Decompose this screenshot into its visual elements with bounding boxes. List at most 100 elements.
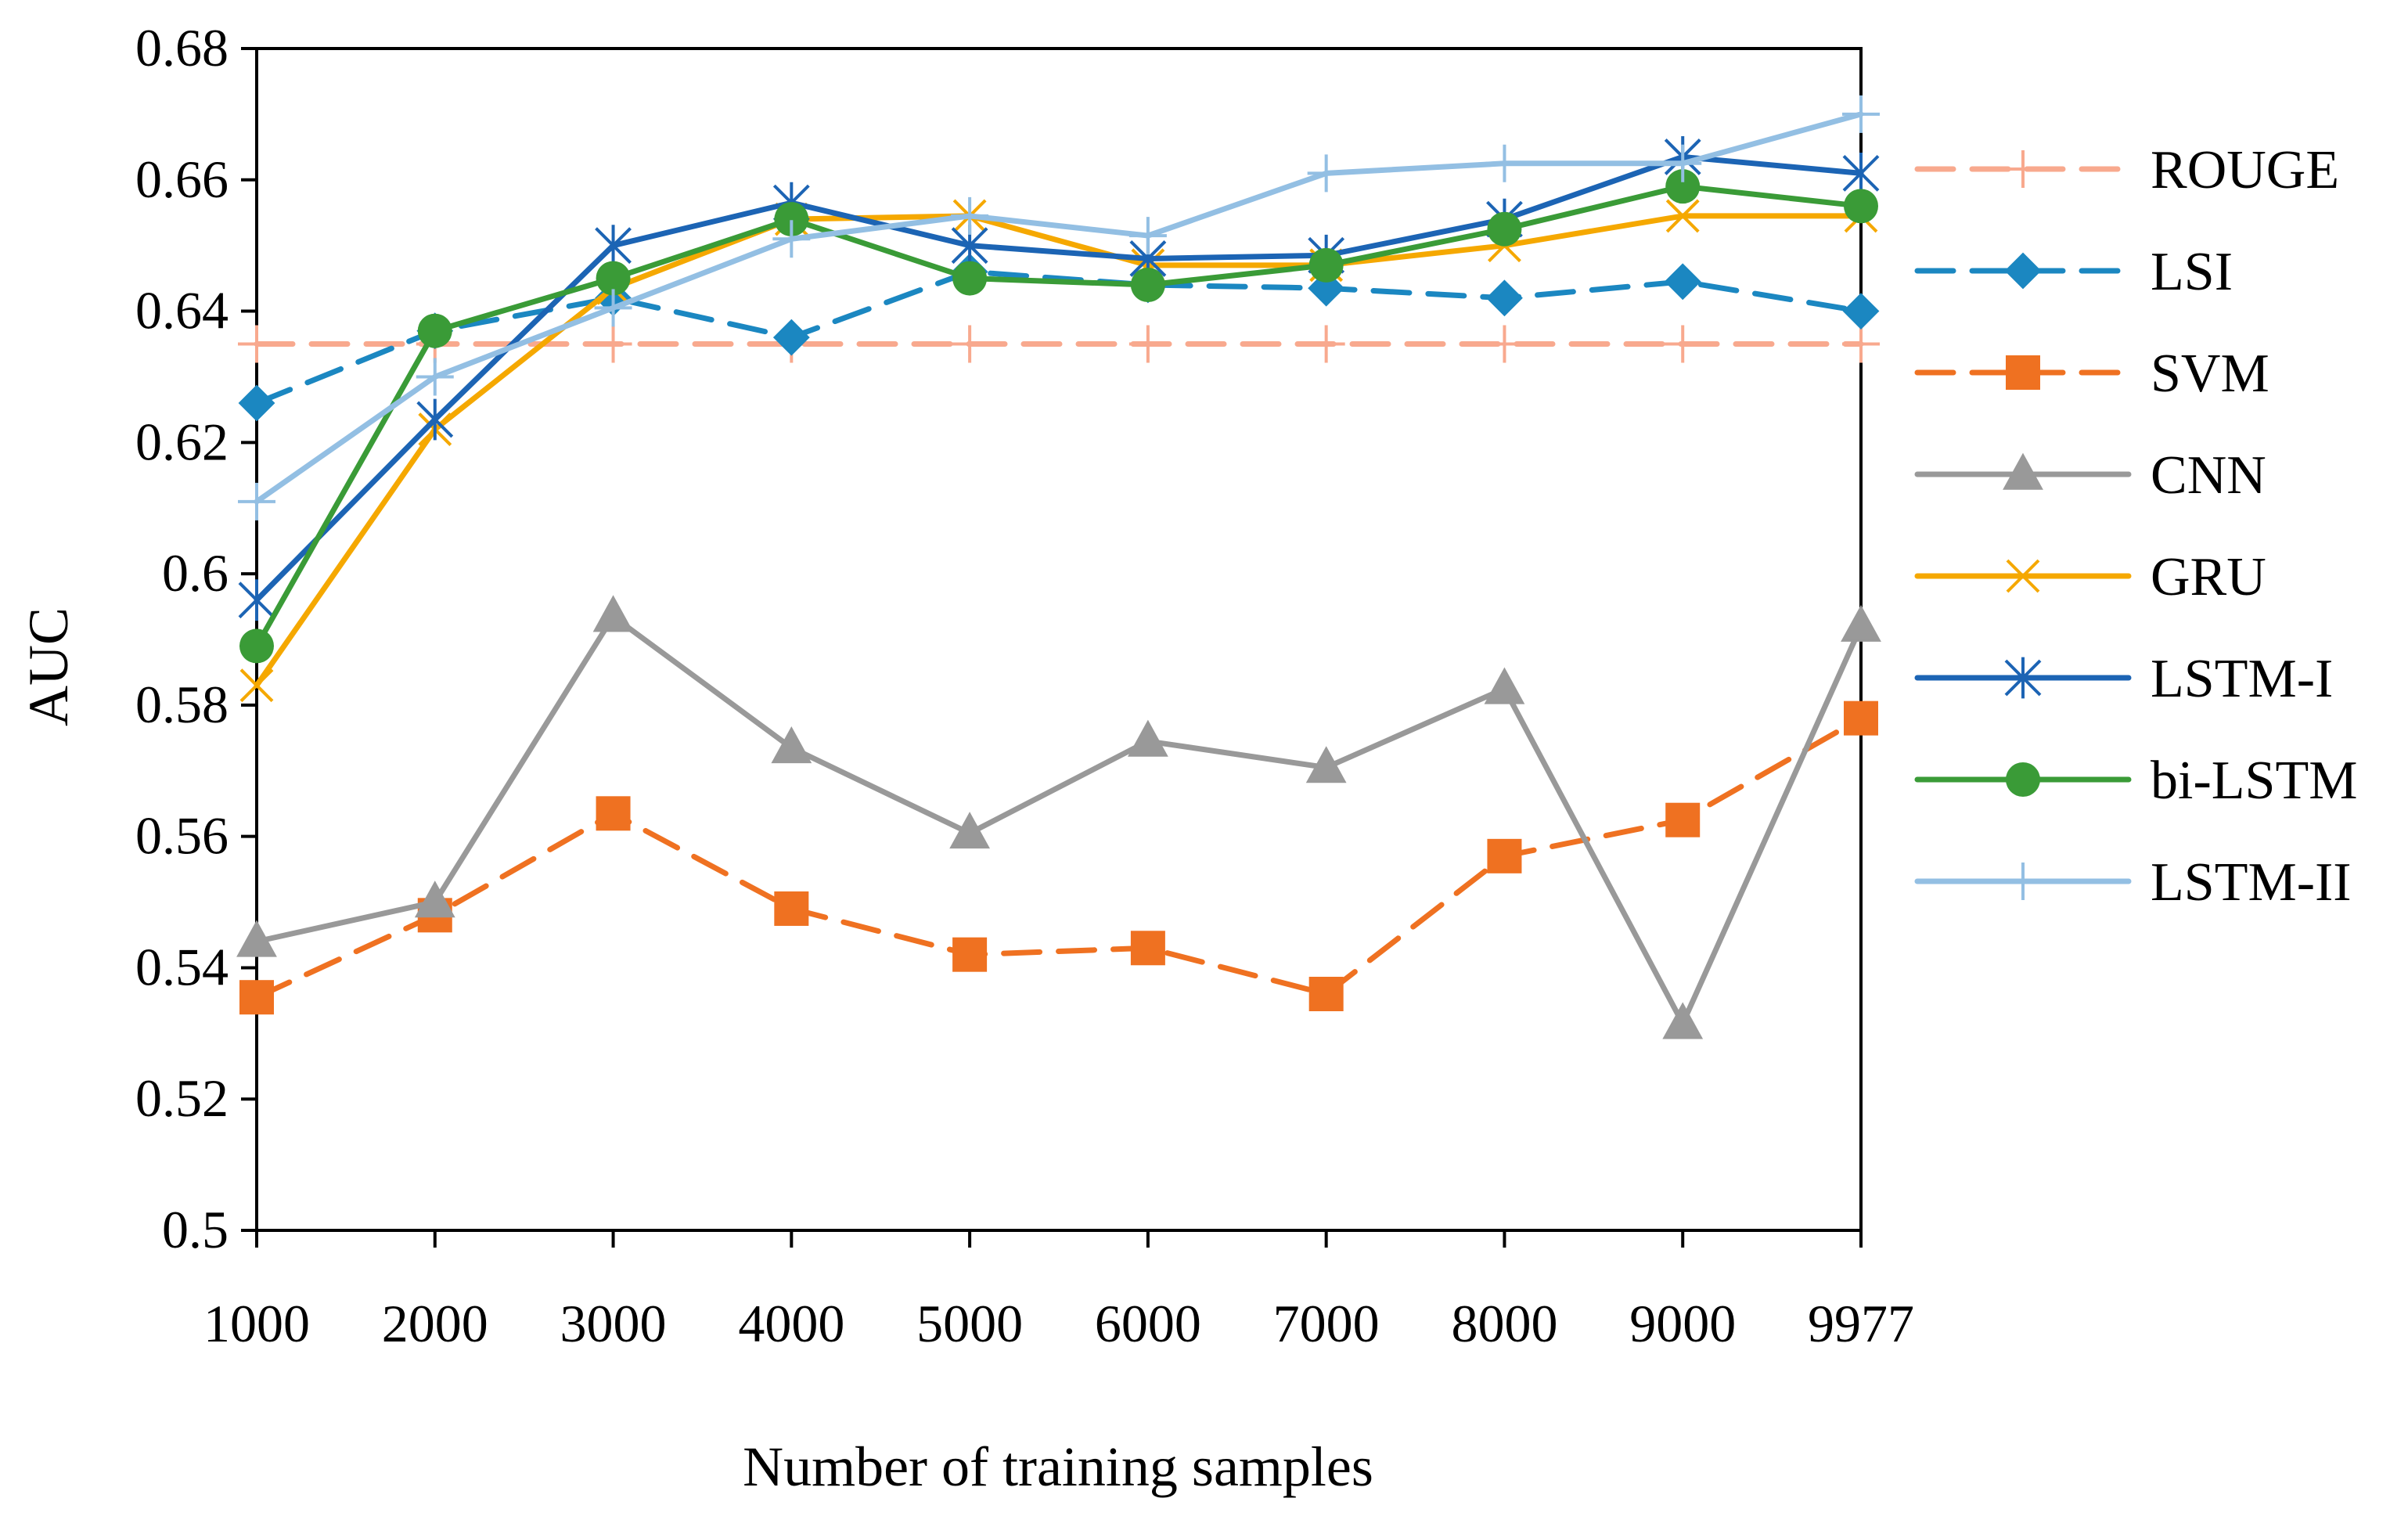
y-tick-label: 0.64	[135, 281, 229, 340]
x-tick-label: 1000	[203, 1294, 310, 1353]
data-point-cnn	[414, 881, 455, 918]
data-point-lstm-ii	[416, 358, 454, 396]
data-point-svm	[1130, 931, 1165, 966]
data-point-bi-lstm	[1844, 189, 1878, 224]
x-tick-label: 3000	[560, 1294, 667, 1353]
data-point-lstm-i	[1842, 152, 1880, 194]
data-point-cnn	[1662, 1002, 1704, 1039]
data-point-gru	[1665, 199, 1700, 233]
data-point-bi-lstm	[239, 628, 274, 664]
data-point-lstm-ii	[772, 220, 811, 258]
legend-item-gru: GRU	[1914, 547, 2266, 607]
legend-marker	[2004, 150, 2042, 188]
data-point-lstm-ii	[594, 289, 632, 327]
legend: ROUGE LSI SVM CNN GRU LSTM-I bi-LSTM LSTM-II	[1914, 140, 2357, 913]
data-point-svm	[952, 937, 988, 972]
data-point-lsi	[238, 384, 275, 422]
y-tick-label: 0.62	[135, 412, 229, 471]
x-tick-label: 4000	[738, 1294, 844, 1353]
legend-marker	[2006, 762, 2040, 797]
data-point-bi-lstm	[596, 261, 631, 296]
y-tick-label: 0.52	[135, 1068, 229, 1128]
legend-marker	[2004, 252, 2042, 290]
series-svm	[239, 700, 1878, 1015]
data-point-lstm-ii	[1307, 154, 1345, 193]
data-point-rouge	[1842, 325, 1880, 363]
data-point-cnn	[949, 812, 991, 849]
series-gru	[239, 199, 1878, 703]
data-point-lstm-ii	[1842, 95, 1880, 133]
y-tick-label: 0.5	[162, 1200, 229, 1259]
data-point-lstm-ii	[238, 482, 275, 520]
data-point-lsi	[1486, 279, 1523, 317]
data-point-cnn	[771, 726, 812, 764]
data-point-cnn	[592, 595, 634, 632]
legend-label: GRU	[2151, 547, 2266, 607]
series-cnn	[236, 595, 1881, 1039]
series-bi-lstm	[239, 169, 1878, 664]
series-line-svm	[254, 715, 1864, 1000]
series-line-gru	[254, 213, 1864, 689]
legend-marker	[2006, 355, 2040, 390]
y-tick-label: 0.66	[135, 149, 229, 209]
series-line-bi-lstm	[254, 183, 1864, 649]
data-point-gru	[239, 668, 274, 703]
data-point-lstm-ii	[951, 196, 989, 235]
legend-marker	[2006, 559, 2040, 593]
data-point-bi-lstm	[1308, 247, 1344, 283]
data-point-rouge	[951, 325, 989, 363]
data-point-lstm-ii	[1128, 217, 1167, 255]
legend-item-rouge: ROUGE	[1914, 140, 2339, 200]
data-point-rouge	[1664, 325, 1702, 363]
legend-label: bi-LSTM	[2151, 751, 2357, 811]
data-point-cnn	[1305, 746, 1347, 783]
y-tick-label: 0.58	[135, 675, 229, 734]
data-point-lstm-i	[416, 398, 454, 441]
legend-item-lsi: LSI	[1914, 242, 2233, 302]
legend-label: CNN	[2151, 445, 2266, 506]
y-axis-title: AUC	[17, 607, 80, 726]
legend-marker	[2004, 863, 2042, 900]
data-point-lstm-ii	[1485, 144, 1524, 182]
x-tick-label: 9977	[1808, 1294, 1914, 1353]
data-point-svm	[774, 891, 809, 926]
data-point-svm	[1487, 838, 1522, 873]
series-line-lstm-ii	[254, 111, 1864, 505]
x-tick-label: 2000	[382, 1294, 488, 1353]
data-point-rouge	[1128, 325, 1167, 363]
data-point-cnn	[1127, 719, 1168, 757]
data-point-rouge	[594, 325, 632, 363]
data-point-svm	[596, 796, 631, 831]
series-layer	[236, 95, 1881, 1039]
data-point-bi-lstm	[1665, 169, 1701, 204]
legend-item-lstm-i: LSTM-I	[1914, 649, 2333, 709]
legend-item-svm: SVM	[1914, 344, 2269, 404]
data-point-svm	[239, 980, 274, 1015]
series-lstm-i	[238, 136, 1880, 621]
series-line-lstm-i	[254, 153, 1864, 603]
legend-label: LSTM-I	[2151, 649, 2333, 709]
legend-label: LSTM-II	[2151, 852, 2352, 913]
x-tick-label: 7000	[1273, 1294, 1380, 1353]
data-point-lstm-i	[595, 225, 632, 267]
legend-label: LSI	[2151, 242, 2233, 302]
data-point-lstm-ii	[1664, 144, 1702, 182]
x-tick-label: 8000	[1451, 1294, 1557, 1353]
data-point-lsi	[772, 319, 810, 356]
series-lstm-ii	[238, 95, 1880, 520]
data-point-svm	[1308, 977, 1344, 1011]
data-point-cnn	[236, 920, 277, 957]
data-point-lstm-i	[238, 579, 275, 621]
legend-marker	[2004, 657, 2042, 699]
y-tick-label: 0.54	[135, 937, 229, 996]
y-tick-label: 0.6	[162, 543, 229, 603]
data-point-lsi	[1664, 263, 1701, 301]
series-line-lsi	[254, 268, 1864, 406]
y-tick-label: 0.68	[135, 18, 229, 77]
legend-label: SVM	[2151, 344, 2269, 404]
data-point-bi-lstm	[1487, 211, 1522, 247]
data-point-rouge	[1307, 325, 1345, 363]
legend-label: ROUGE	[2151, 140, 2339, 200]
x-tick-label: 6000	[1095, 1294, 1201, 1353]
